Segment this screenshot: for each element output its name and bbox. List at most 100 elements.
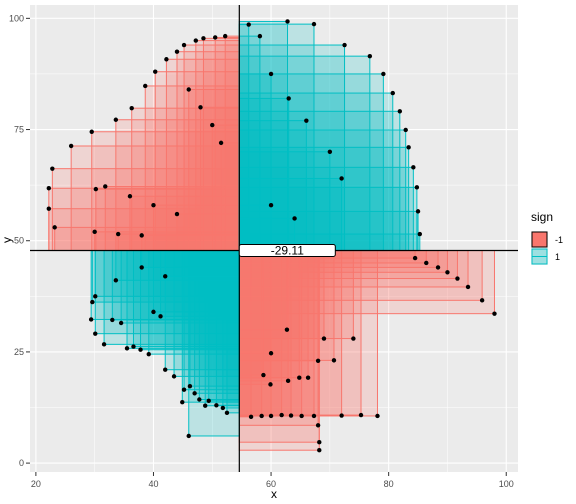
data-point (139, 233, 144, 238)
data-point (268, 351, 274, 356)
data-point (186, 433, 191, 439)
data-point (151, 202, 156, 208)
data-point (358, 412, 364, 418)
data-point (92, 229, 97, 235)
data-point (174, 49, 180, 54)
covariance-rect (238, 110, 401, 252)
covariance-rect (238, 250, 264, 376)
covariance-rect (238, 250, 300, 379)
data-point (424, 260, 429, 266)
legend: sign -1 1 (531, 210, 563, 265)
data-point (218, 140, 224, 146)
data-point (171, 374, 177, 379)
data-point (305, 375, 311, 380)
data-point (115, 231, 121, 237)
data-point (299, 413, 304, 419)
covariance-rect (152, 250, 240, 313)
data-point (223, 33, 228, 39)
data-point (93, 331, 98, 336)
x-axis-label: x (271, 487, 277, 501)
data-point (414, 185, 420, 190)
data-point (327, 149, 333, 154)
covariance-rect (152, 204, 240, 252)
data-point (163, 367, 168, 372)
data-point (375, 413, 380, 419)
covariance-rect (183, 44, 240, 252)
x-tick-label: 100 (499, 479, 514, 489)
data-point (286, 96, 291, 101)
data-point (492, 311, 497, 316)
covariance-rect (238, 250, 319, 426)
data-point (455, 276, 460, 281)
covariance-rect (189, 250, 240, 387)
covariance-rect (238, 146, 410, 252)
x-tick-label: 60 (266, 479, 276, 489)
covariance-rect (211, 124, 240, 252)
data-point (124, 346, 130, 351)
data-point (412, 255, 418, 261)
x-axis-ticks: 20 40 60 80 100 (31, 472, 514, 489)
y-tick-label: 50 (14, 236, 24, 246)
covariance-rect (164, 250, 240, 277)
covariance-rect (238, 20, 289, 252)
annotation-label: -29.11 (238, 244, 336, 258)
data-point (127, 194, 133, 199)
covariance-rect (238, 250, 271, 385)
data-point (181, 387, 187, 392)
y-tick-label: 25 (14, 347, 24, 357)
data-point (259, 413, 264, 419)
data-point (151, 309, 156, 315)
data-point (103, 184, 108, 189)
covariance-rect (194, 250, 240, 394)
covariance-rect (238, 177, 343, 252)
data-point (415, 209, 421, 214)
data-point (411, 165, 416, 170)
data-point (381, 71, 386, 77)
data-point (339, 413, 344, 418)
data-point (139, 265, 144, 270)
data-point (174, 211, 180, 217)
data-point (46, 206, 52, 211)
covariance-rect (238, 250, 319, 362)
covariance-rect (238, 250, 362, 416)
legend-key-swatch (531, 231, 548, 248)
data-point (417, 231, 423, 237)
data-point (268, 382, 273, 387)
data-point (246, 22, 251, 27)
covariance-rect (238, 250, 288, 331)
data-point (261, 372, 266, 378)
data-point (397, 109, 403, 114)
covariance-rect (144, 85, 240, 252)
data-point (445, 270, 450, 275)
data-point (292, 216, 297, 221)
legend-label: -1 (555, 235, 563, 245)
y-axis-label: y (0, 237, 14, 243)
data-point (279, 412, 284, 418)
data-point (89, 129, 94, 134)
data-point (288, 413, 294, 418)
data-point (210, 122, 215, 128)
data-point (257, 33, 263, 39)
data-point (201, 36, 206, 41)
data-point (146, 351, 151, 357)
legend-keys: -1 1 (531, 231, 563, 265)
y-tick-label: 100 (9, 13, 24, 23)
legend-title: sign (531, 210, 553, 224)
data-point (285, 19, 290, 24)
covariance-rect (173, 250, 240, 377)
data-point (435, 265, 441, 270)
legend-label: 1 (555, 252, 560, 262)
data-point (284, 327, 290, 332)
data-point (192, 391, 197, 396)
data-point (248, 414, 254, 420)
data-point (479, 298, 485, 303)
covariance-rect (238, 250, 309, 379)
covariance-rect (238, 151, 331, 252)
data-point (50, 166, 55, 171)
data-point (203, 403, 208, 408)
data-point (390, 90, 395, 96)
data-point (197, 397, 202, 402)
data-point (304, 118, 309, 123)
y-tick-label: 75 (14, 125, 24, 135)
